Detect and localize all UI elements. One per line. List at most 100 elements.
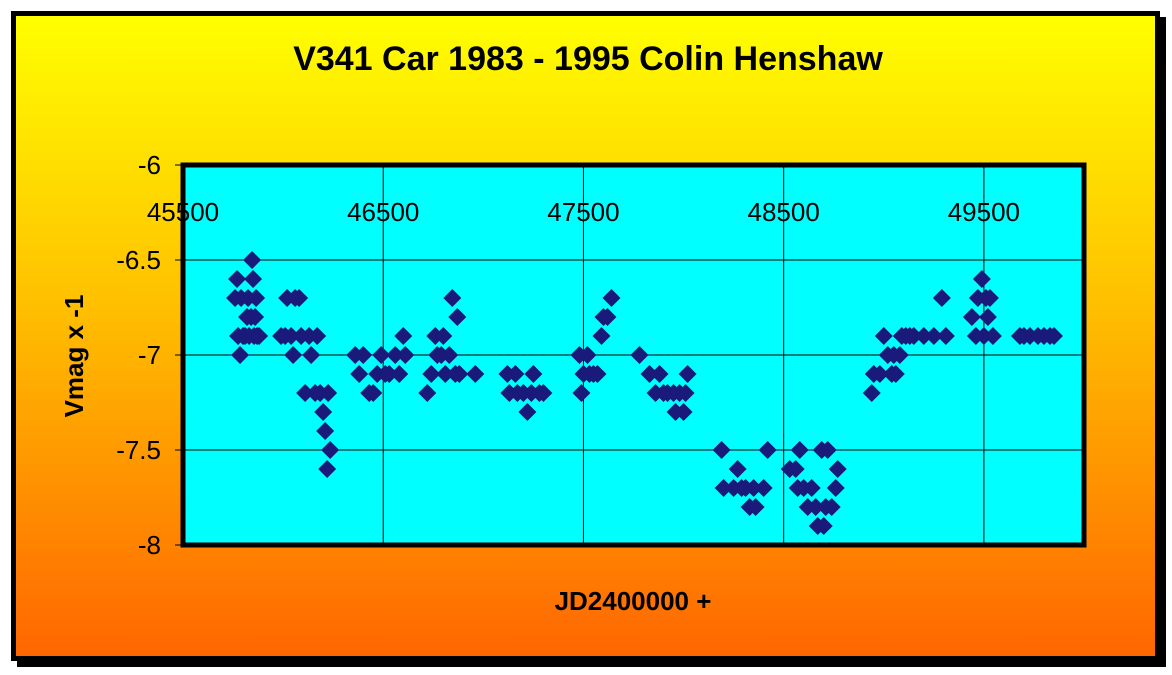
data-point	[390, 365, 409, 383]
data-point	[754, 479, 773, 497]
data-point	[394, 327, 413, 345]
data-point	[440, 346, 459, 364]
data-point	[974, 327, 993, 345]
data-point	[874, 327, 893, 345]
data-point	[386, 346, 405, 364]
data-point	[246, 308, 265, 326]
x-tick-label: 46500	[347, 197, 419, 227]
y-tick-label: -8	[138, 530, 161, 560]
data-point	[434, 327, 453, 345]
data-point	[364, 384, 383, 402]
x-tick-label: 47500	[547, 197, 619, 227]
data-point	[534, 384, 553, 402]
y-tick-label: -7	[138, 340, 161, 370]
y-axis-title: Vmag x -1	[59, 295, 89, 418]
data-point	[506, 365, 525, 383]
data-point	[983, 327, 1002, 345]
data-point	[678, 365, 697, 383]
data-point	[598, 308, 617, 326]
data-point	[962, 308, 981, 326]
data-point	[296, 384, 315, 402]
data-point	[250, 327, 269, 345]
data-point	[354, 346, 373, 364]
data-point	[914, 327, 933, 345]
data-point	[316, 422, 335, 440]
data-point	[862, 384, 881, 402]
data-point	[443, 289, 462, 307]
data-point	[980, 289, 999, 307]
data-point	[790, 441, 809, 459]
data-point	[290, 289, 309, 307]
data-point	[786, 460, 805, 478]
x-tick-label: 48500	[748, 197, 820, 227]
data-point	[818, 441, 837, 459]
x-axis-title: JD2400000 +	[555, 586, 712, 616]
data-point	[450, 365, 469, 383]
data-point	[924, 327, 943, 345]
data-point	[972, 270, 991, 288]
data-point	[602, 289, 621, 307]
data-point	[822, 498, 841, 516]
data-point	[228, 270, 247, 288]
data-point	[308, 327, 327, 345]
data-point	[826, 479, 845, 497]
y-tick-label: -6.5	[116, 245, 161, 275]
data-point	[592, 327, 611, 345]
x-tick-label: 49500	[948, 197, 1020, 227]
data-point	[674, 403, 693, 421]
chart-title: V341 Car 1983 - 1995 Colin Henshaw	[293, 40, 883, 78]
data-point	[802, 479, 821, 497]
data-point	[870, 365, 889, 383]
data-point	[630, 346, 649, 364]
data-point	[321, 441, 340, 459]
y-tick-label: -6	[138, 150, 161, 180]
data-point	[466, 365, 485, 383]
data-point	[372, 346, 391, 364]
data-point	[350, 365, 369, 383]
data-point	[978, 308, 997, 326]
x-tick-labels: 45500 46500 47500 48500 49500	[147, 197, 1020, 227]
data-point	[518, 403, 537, 421]
data-point	[572, 384, 591, 402]
data-point	[243, 251, 262, 269]
data-point	[284, 346, 303, 364]
data-point	[319, 384, 338, 402]
data-point	[744, 479, 763, 497]
data-point	[422, 365, 441, 383]
data-point	[712, 441, 731, 459]
data-point	[728, 460, 747, 478]
data-point	[746, 498, 765, 516]
data-points	[226, 251, 1063, 535]
data-point	[314, 403, 333, 421]
y-tick-label: -7.5	[116, 435, 161, 465]
data-point	[244, 270, 263, 288]
data-point	[436, 365, 455, 383]
data-point	[828, 460, 847, 478]
data-point	[932, 289, 951, 307]
data-point	[418, 384, 437, 402]
data-point	[247, 289, 266, 307]
data-point	[1044, 327, 1063, 345]
y-tick-labels: -6 -6.5 -7 -7.5 -8	[116, 150, 161, 560]
data-point	[396, 346, 415, 364]
data-point	[714, 479, 733, 497]
data-point	[886, 365, 905, 383]
data-point	[936, 327, 955, 345]
data-point	[302, 346, 321, 364]
data-point	[640, 365, 659, 383]
data-point	[578, 346, 597, 364]
data-point	[282, 327, 301, 345]
data-point	[231, 346, 250, 364]
data-point	[806, 498, 825, 516]
gridlines	[175, 164, 1084, 546]
data-point	[448, 308, 467, 326]
data-point	[380, 365, 399, 383]
data-point	[758, 441, 777, 459]
data-point	[904, 327, 923, 345]
data-point	[588, 365, 607, 383]
data-point	[318, 460, 337, 478]
data-point	[524, 365, 543, 383]
x-tick-label: 45500	[147, 197, 219, 227]
data-point	[890, 346, 909, 364]
data-point	[814, 517, 833, 535]
